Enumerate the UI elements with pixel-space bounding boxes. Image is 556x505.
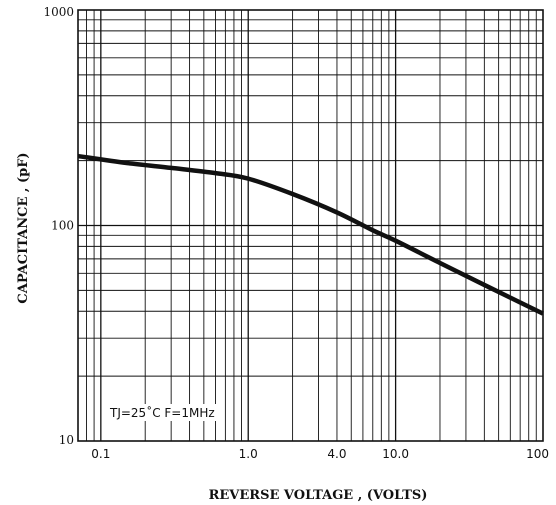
annotation-label: TJ=25˚C F=1MHz bbox=[109, 405, 215, 420]
x-tick-label: 10.0 bbox=[382, 447, 409, 461]
x-tick-labels: 0.1 1.0 4.0 10.0 100 bbox=[91, 447, 549, 461]
y-tick-labels: 10 100 1000 bbox=[43, 5, 74, 447]
grid bbox=[78, 10, 543, 441]
x-tick-label: 1.0 bbox=[239, 447, 258, 461]
y-tick-label: 100 bbox=[51, 219, 74, 233]
x-tick-label: 100 bbox=[526, 447, 549, 461]
y-tick-label: 1000 bbox=[43, 5, 74, 19]
x-axis-title: REVERSE VOLTAGE , (VOLTS) bbox=[209, 488, 428, 503]
data-series bbox=[77, 153, 544, 316]
x-tick-label: 4.0 bbox=[327, 447, 346, 461]
capacitance-curve bbox=[77, 153, 544, 316]
annotation-background bbox=[107, 404, 217, 421]
y-axis-title: CAPACITANCE , (pF) bbox=[16, 152, 31, 303]
x-tick-label: 0.1 bbox=[91, 447, 110, 461]
plot-frame bbox=[77, 9, 544, 442]
y-tick-label: 10 bbox=[59, 433, 74, 447]
